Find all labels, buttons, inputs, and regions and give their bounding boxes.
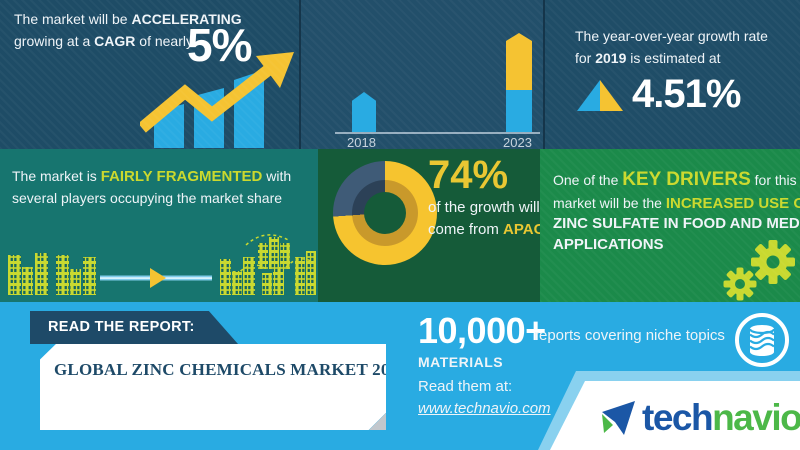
fragmented-line-2: several players occupying the market sha…	[12, 190, 283, 206]
up-triangle-icon	[577, 80, 623, 111]
growth-bars-arrow-icon	[140, 52, 294, 148]
read-report-banner: READ THE REPORT:	[30, 311, 238, 344]
category-label: MATERIALS	[418, 354, 504, 370]
drivers-line-4: APPLICATIONS	[553, 236, 664, 253]
year-label-2023: 2023	[503, 135, 532, 150]
bar-2023-growth-segment	[506, 33, 532, 90]
donut-hole	[364, 192, 406, 234]
drivers-line-2: market will be the INCREASED USE OF	[553, 195, 800, 212]
apac-value: 74%	[428, 153, 509, 197]
technavio-logo: technavio	[598, 398, 800, 438]
bar-2023-base-segment	[506, 90, 532, 132]
reports-database-icon	[735, 313, 789, 367]
report-title-card: GLOBAL ZINC CHEMICALS MARKET 2019-2023	[40, 344, 386, 430]
report-title: GLOBAL ZINC CHEMICALS MARKET 2019-2023	[54, 360, 448, 379]
read-them-at-label: Read them at:	[418, 378, 513, 395]
panel-yoy-growth	[545, 0, 800, 149]
yoy-line-1: The year-over-year growth rate	[575, 28, 768, 44]
read-report-label: READ THE REPORT:	[48, 319, 195, 335]
cagr-line-1: The market will be ACCELERATING	[14, 11, 242, 27]
year-label-2018: 2018	[347, 135, 376, 150]
technavio-url-link[interactable]: www.technavio.com	[418, 400, 551, 417]
logo-text: technavio	[642, 397, 800, 438]
yoy-line-2: for 2019 is estimated at	[575, 50, 721, 66]
apac-line-1: of the growth will	[428, 199, 540, 216]
apac-line-2: come from APAC	[428, 221, 545, 238]
fragmented-line-1: The market is FAIRLY FRAGMENTED with	[12, 168, 292, 185]
bar-2023	[506, 33, 532, 132]
cagr-line-2: growing at a CAGR of nearly	[14, 33, 193, 49]
gears-icon	[723, 240, 795, 301]
drivers-line-1: One of the KEY DRIVERS for this	[553, 169, 797, 190]
panel-key-drivers: One of the KEY DRIVERS for this market w…	[540, 149, 800, 302]
panel-cagr: The market will be ACCELERATING growing …	[0, 0, 299, 149]
cagr-value: 5%	[187, 19, 252, 71]
report-count-text: reports covering niche topics	[534, 327, 725, 344]
chart-baseline	[335, 132, 540, 134]
bar-2018	[352, 92, 376, 132]
drivers-line-3: ZINC SULFATE IN FOOD AND MEDICAL	[553, 215, 800, 232]
panel-fragmented: The market is FAIRLY FRAGMENTED with sev…	[0, 149, 318, 302]
apac-donut-chart	[333, 161, 437, 265]
yoy-value: 4.51%	[632, 72, 741, 116]
technavio-logo-icon	[602, 401, 635, 435]
buildings-market-share-icon	[8, 234, 316, 295]
report-count: 10,000+	[418, 310, 546, 351]
logo-wedge	[550, 381, 800, 450]
